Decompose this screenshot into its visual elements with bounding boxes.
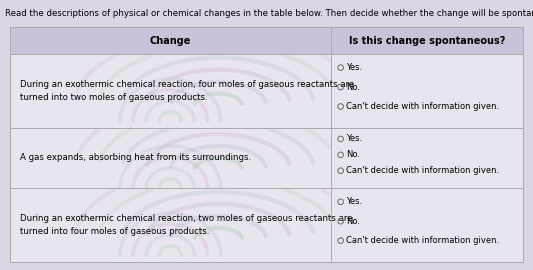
Bar [10,27,523,262]
Bar [10,27,523,262]
Bar [10,27,523,54]
Text: Yes.: Yes. [346,197,362,206]
Text: Is this change spontaneous?: Is this change spontaneous? [349,35,505,46]
Text: Can't decide with information given.: Can't decide with information given. [346,166,499,175]
Text: Yes.: Yes. [346,134,362,143]
Text: No.: No. [346,217,360,226]
Text: Can't decide with information given.: Can't decide with information given. [346,236,499,245]
Text: No.: No. [346,83,360,92]
Text: A gas expands, absorbing heat from its surroundings.: A gas expands, absorbing heat from its s… [20,154,251,163]
Text: Can't decide with information given.: Can't decide with information given. [346,102,499,111]
Text: Read the descriptions of physical or chemical changes in the table below. Then d: Read the descriptions of physical or che… [5,8,533,18]
Text: Change: Change [150,35,191,46]
Text: Yes.: Yes. [346,63,362,72]
Text: During an exothermic chemical reaction, four moles of gaseous reactants are
turn: During an exothermic chemical reaction, … [20,80,354,102]
Text: During an exothermic chemical reaction, two moles of gaseous reactants are
turne: During an exothermic chemical reaction, … [20,214,352,236]
Text: No.: No. [346,150,360,159]
